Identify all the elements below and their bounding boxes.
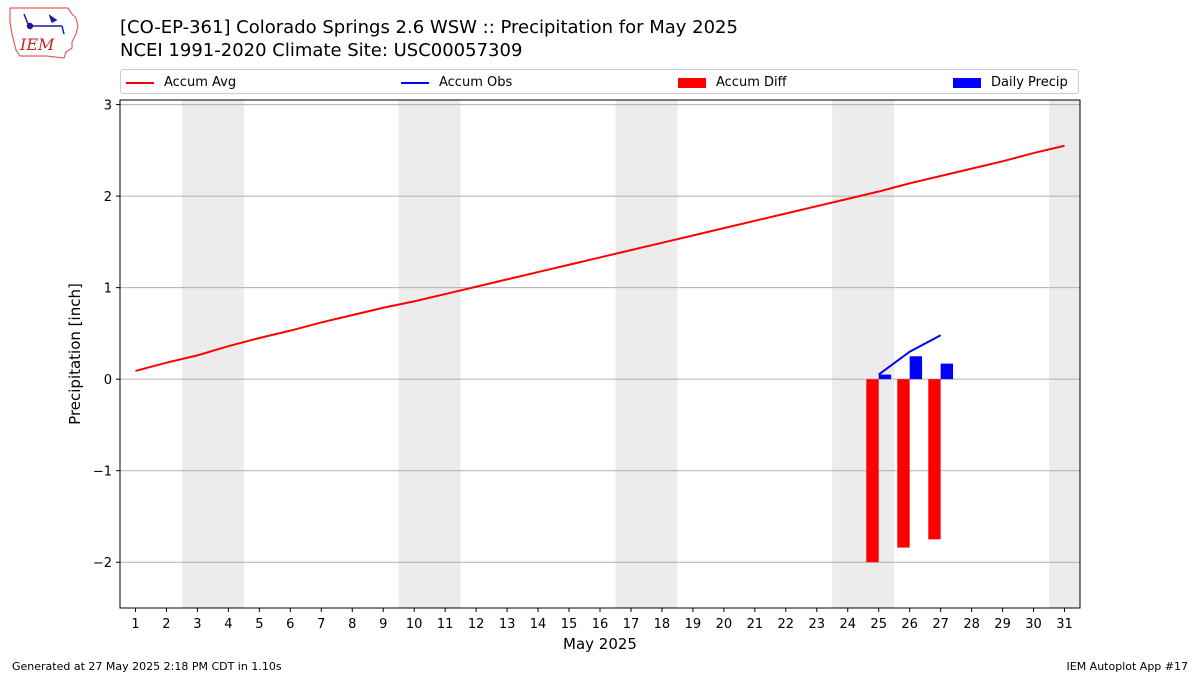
y-axis-label: Precipitation [inch]: [66, 283, 84, 425]
accum-avg-line: [135, 144, 1065, 372]
weekend-band: [181, 100, 244, 608]
x-tick-label: 21: [747, 617, 764, 632]
x-tick-label: 13: [499, 617, 516, 632]
y-tick-label: 3: [104, 99, 112, 114]
legend-item-accum-obs: Accum Obs: [401, 70, 512, 95]
x-axis-label: May 2025: [563, 635, 637, 653]
iowa-outline-icon: [9, 7, 79, 59]
x-tick-label: 31: [1056, 617, 1073, 632]
daily-precip-bar: [909, 356, 923, 380]
y-tick-label: 1: [104, 282, 112, 297]
legend-label-accum-obs: Accum Obs: [439, 75, 513, 90]
legend: Accum Avg Accum Obs Accum Diff Daily Pre…: [120, 69, 1079, 94]
x-tick-label: 2: [162, 617, 170, 632]
daily-precip-bar: [940, 363, 954, 380]
x-tick-label: 25: [870, 617, 887, 632]
chart-subtitle: NCEI 1991-2020 Climate Site: USC00057309: [120, 40, 523, 61]
weekend-band: [615, 100, 678, 608]
y-tick-label: 2: [104, 190, 112, 205]
x-tick-label: 8: [348, 617, 356, 632]
x-tick-label: 30: [1025, 617, 1042, 632]
x-tick-label: 28: [963, 617, 980, 632]
legend-item-accum-diff: Accum Diff: [678, 70, 787, 95]
x-tick-label: 18: [654, 617, 671, 632]
x-tick-label: 10: [406, 617, 423, 632]
x-tick-label: 12: [468, 617, 485, 632]
x-tick-label: 16: [592, 617, 609, 632]
y-tick-label: −1: [93, 465, 112, 480]
x-tick-label: 20: [716, 617, 733, 632]
iem-logo: IEM: [9, 7, 79, 59]
chart-title: [CO-EP-361] Colorado Springs 2.6 WSW :: …: [120, 17, 738, 38]
x-tick-label: 26: [901, 617, 918, 632]
x-tick-label: 22: [778, 617, 795, 632]
legend-item-accum-avg: Accum Avg: [126, 70, 236, 95]
x-tick-label: 14: [530, 617, 547, 632]
legend-label-daily-precip: Daily Precip: [991, 75, 1068, 90]
y-tick-label: 0: [104, 373, 112, 388]
footer-generated-text: Generated at 27 May 2025 2:18 PM CDT in …: [12, 660, 282, 673]
y-tick-label: −2: [93, 556, 112, 571]
legend-label-accum-diff: Accum Diff: [716, 75, 787, 90]
weekend-band: [398, 100, 461, 608]
daily-precip-bar: [878, 374, 892, 380]
accum-diff-bar: [928, 379, 941, 540]
weather-station-icon: [23, 13, 65, 35]
footer-app-text: IEM Autoplot App #17: [1066, 660, 1189, 673]
x-tick-label: 9: [379, 617, 387, 632]
x-tick-label: 4: [224, 617, 232, 632]
weekend-band: [832, 100, 895, 608]
x-tick-label: 3: [193, 617, 201, 632]
logo-text: IEM: [19, 35, 55, 54]
x-tick-label: 15: [561, 617, 578, 632]
x-tick-label: 11: [437, 617, 454, 632]
x-tick-label: 5: [255, 617, 263, 632]
legend-swatch-daily-precip: [953, 77, 981, 88]
accum-diff-bar: [897, 379, 910, 548]
x-tick-label: 23: [809, 617, 826, 632]
accum-obs-line: [878, 334, 942, 376]
x-tick-label: 19: [685, 617, 702, 632]
x-tick-label: 6: [286, 617, 294, 632]
x-tick-label: 29: [994, 617, 1011, 632]
legend-swatch-accum-diff: [678, 77, 706, 88]
x-tick-label: 7: [317, 617, 325, 632]
x-tick-label: 17: [623, 617, 640, 632]
legend-swatch-accum-obs: [401, 81, 429, 84]
legend-label-accum-avg: Accum Avg: [164, 75, 237, 90]
x-tick-label: 1: [131, 617, 139, 632]
accum-diff-bar: [866, 379, 879, 563]
legend-item-daily-precip: Daily Precip: [953, 70, 1068, 95]
legend-swatch-accum-avg: [126, 81, 154, 84]
weekend-band: [1049, 100, 1080, 608]
x-tick-label: 27: [932, 617, 949, 632]
x-tick-label: 24: [839, 617, 856, 632]
